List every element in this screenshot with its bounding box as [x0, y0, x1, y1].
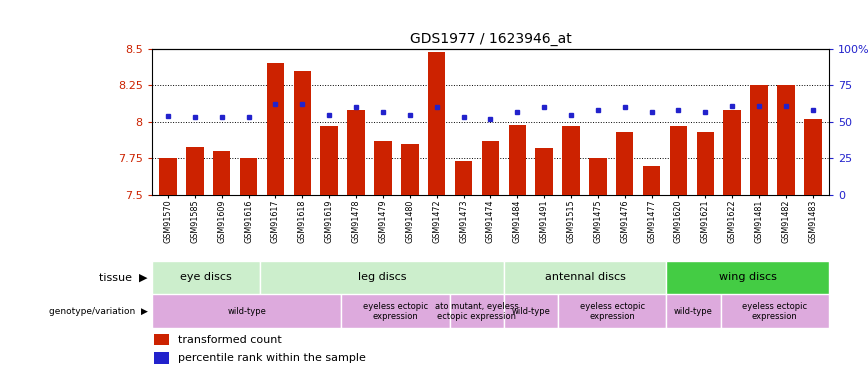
Bar [450, 294, 504, 328]
Text: eyeless ectopic
expression: eyeless ectopic expression [742, 302, 807, 321]
Bar [401, 144, 418, 195]
Bar [293, 71, 311, 195]
Text: genotype/variation  ▶: genotype/variation ▶ [49, 307, 148, 316]
Bar [804, 119, 821, 195]
Bar [320, 126, 338, 195]
Bar [155, 333, 168, 345]
Text: eye discs: eye discs [181, 273, 232, 282]
Bar [260, 261, 504, 294]
Bar [213, 151, 231, 195]
Bar [697, 132, 714, 195]
Bar [643, 166, 661, 195]
Bar [558, 294, 667, 328]
Text: leg discs: leg discs [358, 273, 406, 282]
Bar [777, 86, 795, 195]
Text: wing discs: wing discs [719, 273, 777, 282]
Text: transformed count: transformed count [178, 334, 282, 345]
Bar [186, 147, 204, 195]
Text: wild-type: wild-type [674, 307, 713, 316]
Bar [482, 141, 499, 195]
Text: eyeless ectopic
expression: eyeless ectopic expression [363, 302, 428, 321]
Text: tissue  ▶: tissue ▶ [99, 273, 148, 282]
Bar [240, 158, 257, 195]
Bar [152, 261, 260, 294]
Bar [562, 126, 580, 195]
Text: wild-type: wild-type [227, 307, 266, 316]
Text: antennal discs: antennal discs [545, 273, 626, 282]
Bar [155, 352, 168, 364]
Bar [589, 158, 607, 195]
Bar [160, 158, 177, 195]
Bar [509, 125, 526, 195]
Bar [152, 294, 341, 328]
Text: wild-type: wild-type [511, 307, 550, 316]
Bar [667, 294, 720, 328]
Bar [504, 294, 558, 328]
Title: GDS1977 / 1623946_at: GDS1977 / 1623946_at [410, 32, 571, 46]
Bar [667, 261, 829, 294]
Bar [347, 110, 365, 195]
Bar [428, 52, 445, 195]
Bar [720, 294, 829, 328]
Bar [504, 261, 667, 294]
Bar [455, 161, 472, 195]
Bar [374, 141, 391, 195]
Text: percentile rank within the sample: percentile rank within the sample [178, 353, 366, 363]
Text: eyeless ectopic
expression: eyeless ectopic expression [580, 302, 645, 321]
Bar [724, 110, 741, 195]
Bar [341, 294, 450, 328]
Bar [616, 132, 634, 195]
Bar [750, 86, 768, 195]
Bar [266, 63, 284, 195]
Bar [536, 148, 553, 195]
Text: ato mutant, eyeless
ectopic expression: ato mutant, eyeless ectopic expression [435, 302, 519, 321]
Bar [670, 126, 687, 195]
